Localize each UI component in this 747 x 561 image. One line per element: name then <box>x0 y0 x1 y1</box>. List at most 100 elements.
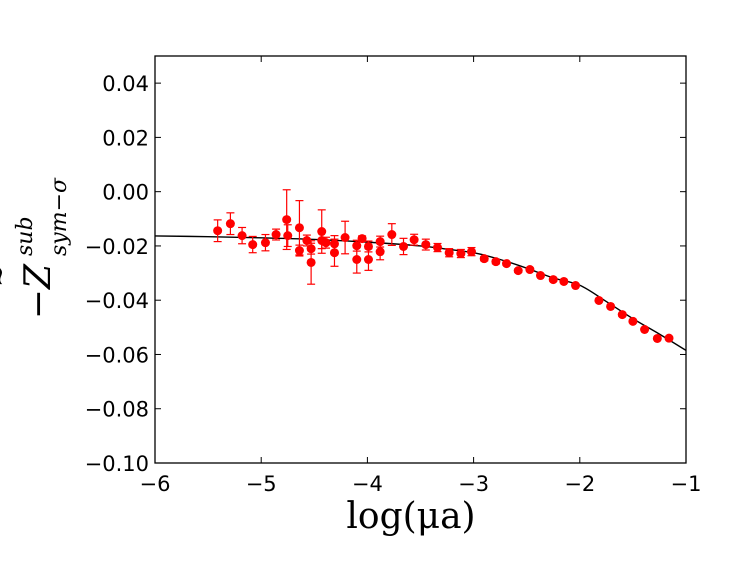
y-tick-label: −0.02 <box>85 235 149 259</box>
data-point <box>456 248 466 259</box>
data-marker <box>340 233 350 243</box>
y-tick-label: 0.02 <box>102 126 149 150</box>
data-marker <box>432 243 442 253</box>
y-tick-label: −0.08 <box>85 398 149 422</box>
data-marker <box>237 231 247 241</box>
data-point <box>664 333 674 343</box>
data-marker <box>248 240 258 250</box>
data-point <box>479 254 489 264</box>
data-marker <box>536 271 546 281</box>
data-marker <box>559 276 569 286</box>
data-marker <box>357 234 367 244</box>
data-point <box>282 189 292 251</box>
axis-ticks: −6 −5 −4 −3 −2 −1 0.04 0.02 0.00 −0.02 −0.04 −0.06 −… <box>85 56 702 496</box>
data-marker <box>363 255 373 264</box>
x-tick-label: −6 <box>140 472 171 496</box>
data-marker <box>466 247 476 257</box>
x-tick-label: −3 <box>458 472 489 496</box>
data-point <box>387 223 397 246</box>
data-point <box>466 246 476 257</box>
data-point <box>444 248 454 258</box>
data-point <box>594 295 604 305</box>
data-point <box>306 240 316 285</box>
data-marker <box>260 238 270 248</box>
data-marker <box>387 230 397 240</box>
x-tick-label: −5 <box>246 472 277 496</box>
data-marker <box>664 333 674 343</box>
data-marker <box>306 257 316 267</box>
y-tick-label: −0.06 <box>85 343 149 367</box>
data-point <box>294 244 304 257</box>
data-marker <box>628 316 638 326</box>
data-marker <box>213 226 223 236</box>
data-point <box>237 226 247 245</box>
y-tick-label: −0.04 <box>85 289 149 313</box>
data-marker <box>282 215 292 225</box>
y-axis-label-subscript: sym−σ <box>47 177 72 256</box>
data-point <box>375 242 385 261</box>
y-tick-label: 0.04 <box>102 72 149 96</box>
data-marker <box>294 246 304 256</box>
data-point <box>421 238 431 251</box>
y-axis-label-accent: ~ <box>0 265 15 287</box>
data-point <box>617 310 627 320</box>
data-marker <box>225 219 235 229</box>
data-point <box>548 275 558 285</box>
data-point <box>271 228 281 241</box>
data-point <box>260 233 270 252</box>
data-point <box>352 245 362 274</box>
data-point <box>525 265 535 275</box>
y-tick-label: 0.00 <box>102 181 149 205</box>
data-point <box>225 212 235 236</box>
data-point <box>363 248 373 271</box>
data-marker <box>571 281 581 291</box>
fit-line <box>154 235 687 351</box>
data-point <box>559 276 569 286</box>
data-marker <box>594 295 604 305</box>
data-point <box>502 259 512 269</box>
data-point <box>640 325 650 335</box>
data-marker <box>617 310 627 320</box>
data-marker <box>456 249 466 259</box>
data-marker <box>409 235 419 245</box>
data-marker <box>640 325 650 335</box>
data-point <box>248 235 258 254</box>
x-axis-label: log(μa) <box>346 496 475 537</box>
data-point <box>606 301 616 311</box>
data-point <box>536 271 546 281</box>
data-point <box>213 219 223 243</box>
data-marker <box>375 247 385 257</box>
data-marker <box>491 257 501 267</box>
data-marker <box>502 259 512 269</box>
data-point <box>321 236 331 249</box>
x-tick-label: −1 <box>671 472 702 496</box>
data-point <box>340 220 350 255</box>
data-point <box>491 257 501 267</box>
data-marker <box>652 333 662 343</box>
y-axis-label: −Z ~ sub sym−σ <box>0 177 72 319</box>
data-point <box>283 224 293 248</box>
data-point <box>432 242 442 253</box>
y-axis-label-superscript: sub <box>13 216 38 256</box>
data-marker <box>421 240 431 250</box>
y-axis-label-main: −Z <box>18 263 59 319</box>
data-marker <box>329 248 339 258</box>
data-marker <box>399 241 409 251</box>
data-marker <box>606 301 616 311</box>
data-marker <box>444 248 454 258</box>
data-point <box>652 333 662 343</box>
data-marker <box>294 223 304 233</box>
data-marker <box>283 231 293 241</box>
data-marker <box>317 227 327 237</box>
data-point <box>399 237 409 256</box>
y-tick-label: −0.10 <box>85 452 149 476</box>
plot-marks <box>154 189 687 351</box>
data-marker <box>479 254 489 264</box>
data-marker <box>525 265 535 275</box>
data-marker <box>352 255 362 264</box>
data-point <box>409 233 419 246</box>
x-tick-label: −2 <box>564 472 595 496</box>
data-marker <box>271 230 281 240</box>
data-marker <box>548 275 558 285</box>
